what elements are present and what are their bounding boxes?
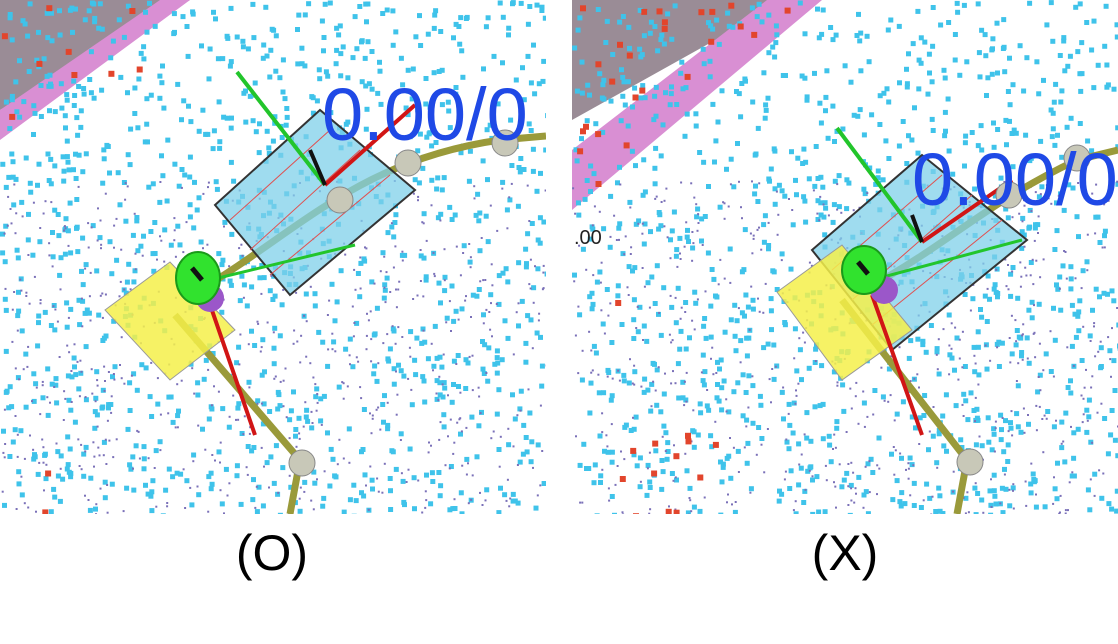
pink-band <box>572 0 822 210</box>
scene-panel-left: 0.00/0 <box>0 0 546 514</box>
joint-sphere <box>491 129 519 157</box>
point-cloud <box>572 0 1118 514</box>
side-readout: .00 <box>574 227 602 249</box>
caption-right: (X) <box>811 525 879 581</box>
yellow-marker <box>104 261 236 381</box>
red-axis <box>323 103 417 187</box>
joint-sphere <box>1063 144 1091 172</box>
overlay-readout: 0.00/0 <box>322 73 528 156</box>
red-axis-lower <box>203 289 257 436</box>
overlay-readout: 0.00/0 <box>912 138 1118 221</box>
yellow-marker <box>776 244 913 381</box>
green-axis-lower <box>209 243 356 282</box>
scene-view-left: 0.00/0 <box>0 0 546 514</box>
red-axis-lower <box>870 294 924 436</box>
green-axis <box>235 70 327 187</box>
caption-left: (O) <box>235 525 309 581</box>
green-axis-lower <box>871 238 1023 282</box>
pink-band <box>0 0 190 140</box>
scene-panel-right: 0.00/0 .00 <box>572 0 1118 514</box>
joint-sphere <box>288 449 316 477</box>
joint-sphere <box>394 149 422 177</box>
green-axis <box>835 126 924 244</box>
joint-sphere <box>956 448 984 476</box>
scene-view-right: 0.00/0 .00 <box>572 0 1118 514</box>
joint-sphere <box>995 181 1023 209</box>
box-object <box>213 108 417 297</box>
joint-sphere <box>326 186 354 214</box>
